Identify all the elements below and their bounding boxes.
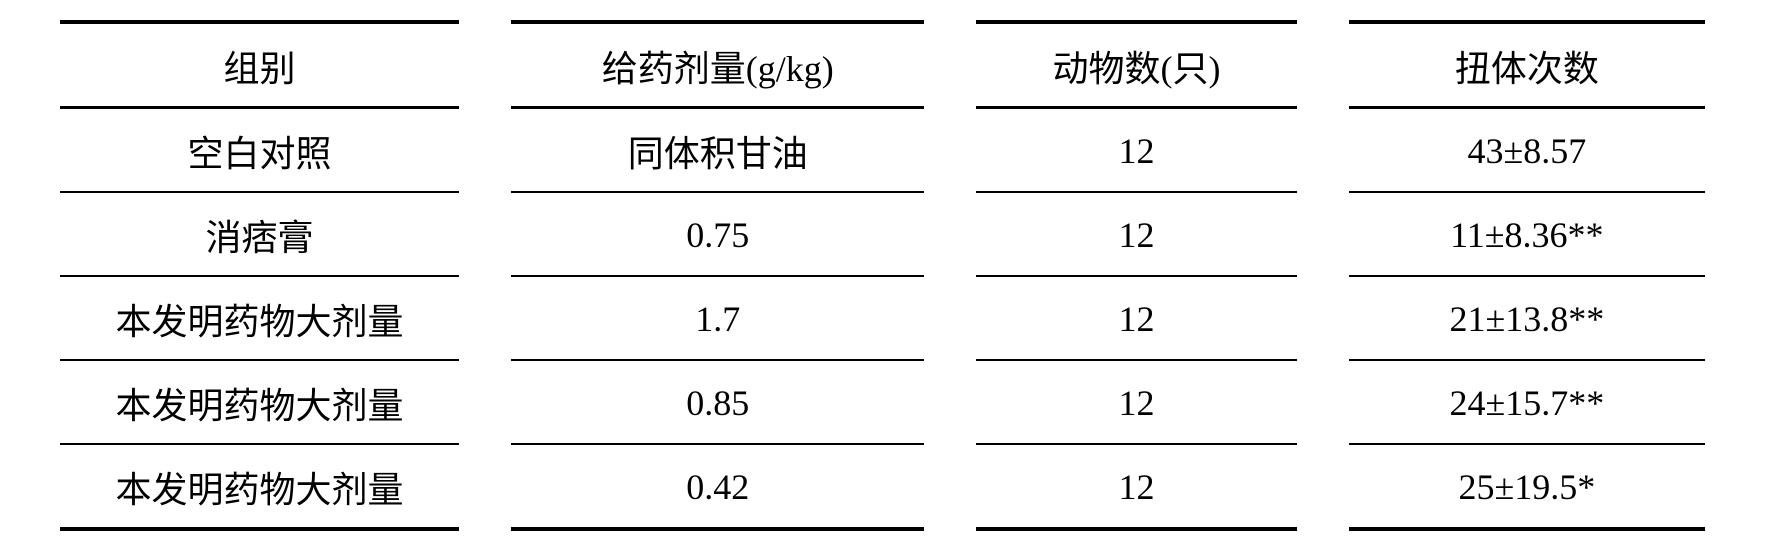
cell-writhe: 11±8.36** bbox=[1349, 192, 1705, 276]
cell-dose: 1.7 bbox=[511, 276, 924, 360]
cell-group: 本发明药物大剂量 bbox=[60, 444, 459, 529]
col-gap bbox=[459, 276, 511, 360]
col-gap bbox=[1297, 444, 1349, 529]
cell-animals: 12 bbox=[976, 192, 1296, 276]
cell-writhe: 24±15.7** bbox=[1349, 360, 1705, 444]
cell-group: 本发明药物大剂量 bbox=[60, 360, 459, 444]
col-gap bbox=[924, 360, 976, 444]
table-row: 本发明药物大剂量 1.7 12 21±13.8** bbox=[60, 276, 1705, 360]
col-header-group: 组别 bbox=[60, 22, 459, 108]
col-gap bbox=[924, 22, 976, 108]
col-gap bbox=[459, 192, 511, 276]
cell-dose: 0.42 bbox=[511, 444, 924, 529]
col-gap bbox=[1297, 22, 1349, 108]
cell-group: 消痞膏 bbox=[60, 192, 459, 276]
data-table: 组别 给药剂量(g/kg) 动物数(只) 扭体次数 空白对照 同体积甘油 12 … bbox=[60, 20, 1705, 531]
col-gap bbox=[924, 108, 976, 193]
col-header-dose: 给药剂量(g/kg) bbox=[511, 22, 924, 108]
col-gap bbox=[459, 22, 511, 108]
table-header-row: 组别 给药剂量(g/kg) 动物数(只) 扭体次数 bbox=[60, 22, 1705, 108]
col-gap bbox=[1297, 108, 1349, 193]
col-gap bbox=[924, 444, 976, 529]
col-gap bbox=[1297, 276, 1349, 360]
table-row: 本发明药物大剂量 0.85 12 24±15.7** bbox=[60, 360, 1705, 444]
cell-writhe: 21±13.8** bbox=[1349, 276, 1705, 360]
col-header-animals: 动物数(只) bbox=[976, 22, 1296, 108]
col-header-writhe: 扭体次数 bbox=[1349, 22, 1705, 108]
table-row: 消痞膏 0.75 12 11±8.36** bbox=[60, 192, 1705, 276]
table-row: 空白对照 同体积甘油 12 43±8.57 bbox=[60, 108, 1705, 193]
col-gap bbox=[924, 192, 976, 276]
cell-dose: 同体积甘油 bbox=[511, 108, 924, 193]
table-row: 本发明药物大剂量 0.42 12 25±19.5* bbox=[60, 444, 1705, 529]
col-gap bbox=[459, 444, 511, 529]
cell-writhe: 25±19.5* bbox=[1349, 444, 1705, 529]
col-gap bbox=[924, 276, 976, 360]
cell-group: 本发明药物大剂量 bbox=[60, 276, 459, 360]
cell-animals: 12 bbox=[976, 360, 1296, 444]
col-gap bbox=[1297, 360, 1349, 444]
cell-dose: 0.75 bbox=[511, 192, 924, 276]
cell-animals: 12 bbox=[976, 444, 1296, 529]
col-gap bbox=[1297, 192, 1349, 276]
col-gap bbox=[459, 360, 511, 444]
col-gap bbox=[459, 108, 511, 193]
cell-writhe: 43±8.57 bbox=[1349, 108, 1705, 193]
cell-animals: 12 bbox=[976, 108, 1296, 193]
cell-group: 空白对照 bbox=[60, 108, 459, 193]
data-table-container: 组别 给药剂量(g/kg) 动物数(只) 扭体次数 空白对照 同体积甘油 12 … bbox=[0, 0, 1765, 551]
cell-dose: 0.85 bbox=[511, 360, 924, 444]
cell-animals: 12 bbox=[976, 276, 1296, 360]
